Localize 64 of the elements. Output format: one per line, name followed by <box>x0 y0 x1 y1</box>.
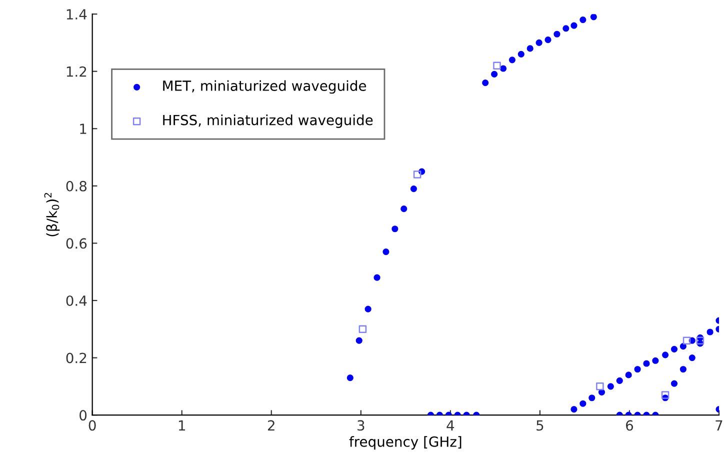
point <box>493 62 501 70</box>
point <box>607 383 614 390</box>
point <box>680 343 686 350</box>
point <box>491 70 498 78</box>
point <box>680 366 686 373</box>
point <box>590 14 597 20</box>
point <box>526 45 534 52</box>
y-tick-label: 1.4 <box>66 9 87 20</box>
point <box>482 80 489 86</box>
point <box>562 25 570 32</box>
point <box>544 36 552 44</box>
x-tick-label: 5 <box>536 420 544 431</box>
point <box>518 50 524 58</box>
point <box>413 170 422 178</box>
point <box>696 336 704 344</box>
point <box>400 206 408 212</box>
x-tick-label: 2 <box>268 420 274 430</box>
x-tick-label: 7 <box>716 420 722 430</box>
point <box>346 374 354 382</box>
point <box>588 394 596 402</box>
legend-label: MET, miniaturized waveguide <box>163 80 366 94</box>
point <box>580 16 586 24</box>
point <box>596 382 604 390</box>
point <box>580 400 586 407</box>
point <box>536 39 542 46</box>
point <box>670 346 678 352</box>
point <box>652 357 659 364</box>
x-tick-label: 1 <box>178 420 185 430</box>
point <box>682 336 691 344</box>
point <box>358 325 367 334</box>
point <box>508 56 516 64</box>
point <box>356 337 362 344</box>
point <box>706 328 714 336</box>
point <box>570 22 578 29</box>
point <box>374 274 380 281</box>
point <box>688 354 696 362</box>
point <box>500 65 507 72</box>
point <box>554 30 560 38</box>
point <box>670 380 678 387</box>
y-tick-label: 0.8 <box>66 180 87 192</box>
point <box>662 352 669 358</box>
point <box>410 185 418 192</box>
point <box>364 306 372 312</box>
y-tick-label: 1.2 <box>66 66 86 77</box>
y-tick-label: 0.6 <box>66 238 87 249</box>
x-axis-title: frequency [GHz] <box>349 436 462 450</box>
x-tick-label: 6 <box>626 420 634 431</box>
point <box>643 360 650 367</box>
x-tick-label: 4 <box>446 420 454 430</box>
y-tick-label: 0 <box>80 410 87 421</box>
y-tick-label: 0.2 <box>66 352 86 364</box>
y-tick-label: 1 <box>80 124 86 134</box>
point <box>392 226 398 232</box>
point <box>570 406 578 413</box>
point <box>634 366 641 373</box>
point <box>625 372 632 378</box>
x-tick-label: 3 <box>358 420 364 431</box>
y-tick-label: 0.4 <box>66 295 87 306</box>
point <box>382 248 390 256</box>
legend-label: HFSS, miniaturized waveguide <box>163 114 373 128</box>
x-tick-label: 0 <box>88 420 96 431</box>
point <box>616 377 623 384</box>
y-axis-title: (β/k$_{0}$)$^{2}$ <box>44 193 60 236</box>
point <box>661 391 670 399</box>
